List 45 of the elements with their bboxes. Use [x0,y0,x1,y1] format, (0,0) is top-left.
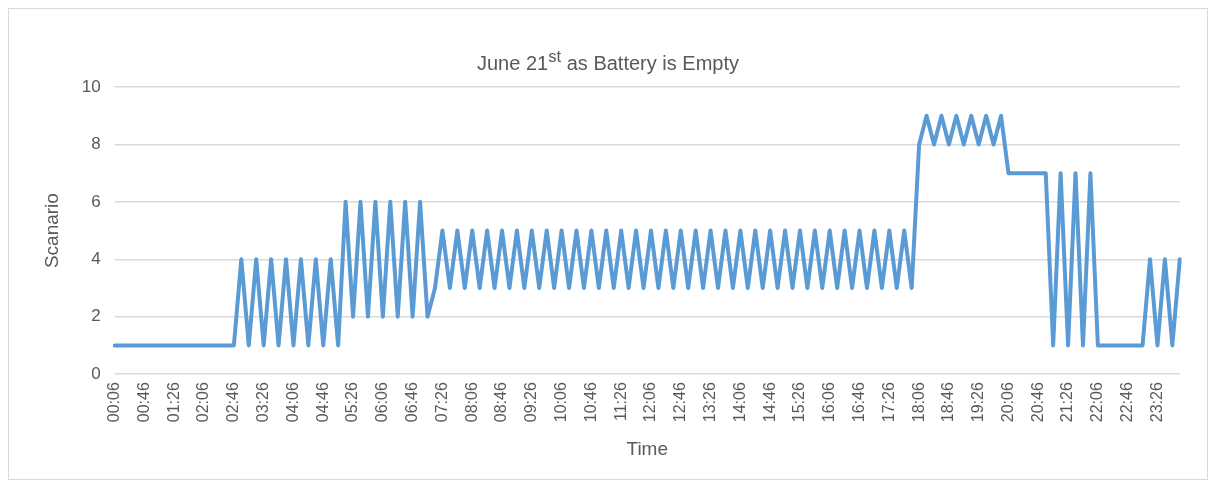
y-tick-label: 10 [81,76,101,96]
x-tick-label: 00:46 [134,382,152,423]
x-tick-label: 02:46 [224,382,242,423]
x-tick-label: 17:26 [879,382,897,423]
x-tick-label: 22:46 [1118,382,1136,423]
x-tick-label: 21:26 [1058,382,1076,423]
x-tick-label: 13:26 [700,382,718,423]
x-tick-label: 06:06 [373,382,391,423]
x-tick-label: 04:06 [283,382,301,423]
x-tick-label: 08:06 [462,382,480,423]
y-tick-label: 6 [91,191,101,211]
x-tick-label: 09:26 [522,382,540,423]
x-tick-label: 10:06 [552,382,570,423]
x-tick-label: 14:46 [760,382,778,423]
x-tick-label: 18:06 [909,382,927,423]
x-tick-label: 14:06 [730,382,748,423]
x-tick-label: 11:26 [611,382,629,422]
x-tick-label: 16:06 [820,382,838,423]
x-tick-label: 12:06 [641,382,659,423]
x-tick-label: 01:26 [164,382,182,423]
y-tick-label: 0 [91,363,101,383]
x-tick-label: 07:26 [432,382,450,423]
x-tick-label: 16:46 [849,382,867,423]
x-tick-label: 03:26 [254,382,272,423]
x-tick-label: 08:46 [492,382,510,423]
x-tick-label: 02:06 [194,382,212,423]
y-tick-label: 8 [91,134,101,154]
chart-title: June 21$^{st}$ as Battery is Empty [476,47,740,75]
x-axis-title: Time [626,437,669,459]
x-tick-label: 19:26 [969,382,987,423]
y-tick-label: 2 [91,306,101,326]
x-tick-label: 22:06 [1088,382,1106,423]
x-tick-label: 20:06 [998,382,1016,423]
x-tick-label: 10:46 [581,382,599,423]
x-tick-label: 04:46 [313,382,331,423]
y-axis-title: Scanario [40,193,62,269]
x-tick-label: 06:46 [403,382,421,423]
x-tick-label: 00:06 [105,382,123,423]
y-tick-label: 4 [91,248,101,268]
x-tick-label: 15:26 [790,382,808,423]
x-tick-label: 18:46 [939,382,957,423]
x-tick-label: 20:46 [1028,382,1046,423]
x-tick-label: 05:26 [343,382,361,423]
x-tick-label: 23:26 [1147,382,1165,423]
x-tick-label: 12:46 [671,382,689,423]
